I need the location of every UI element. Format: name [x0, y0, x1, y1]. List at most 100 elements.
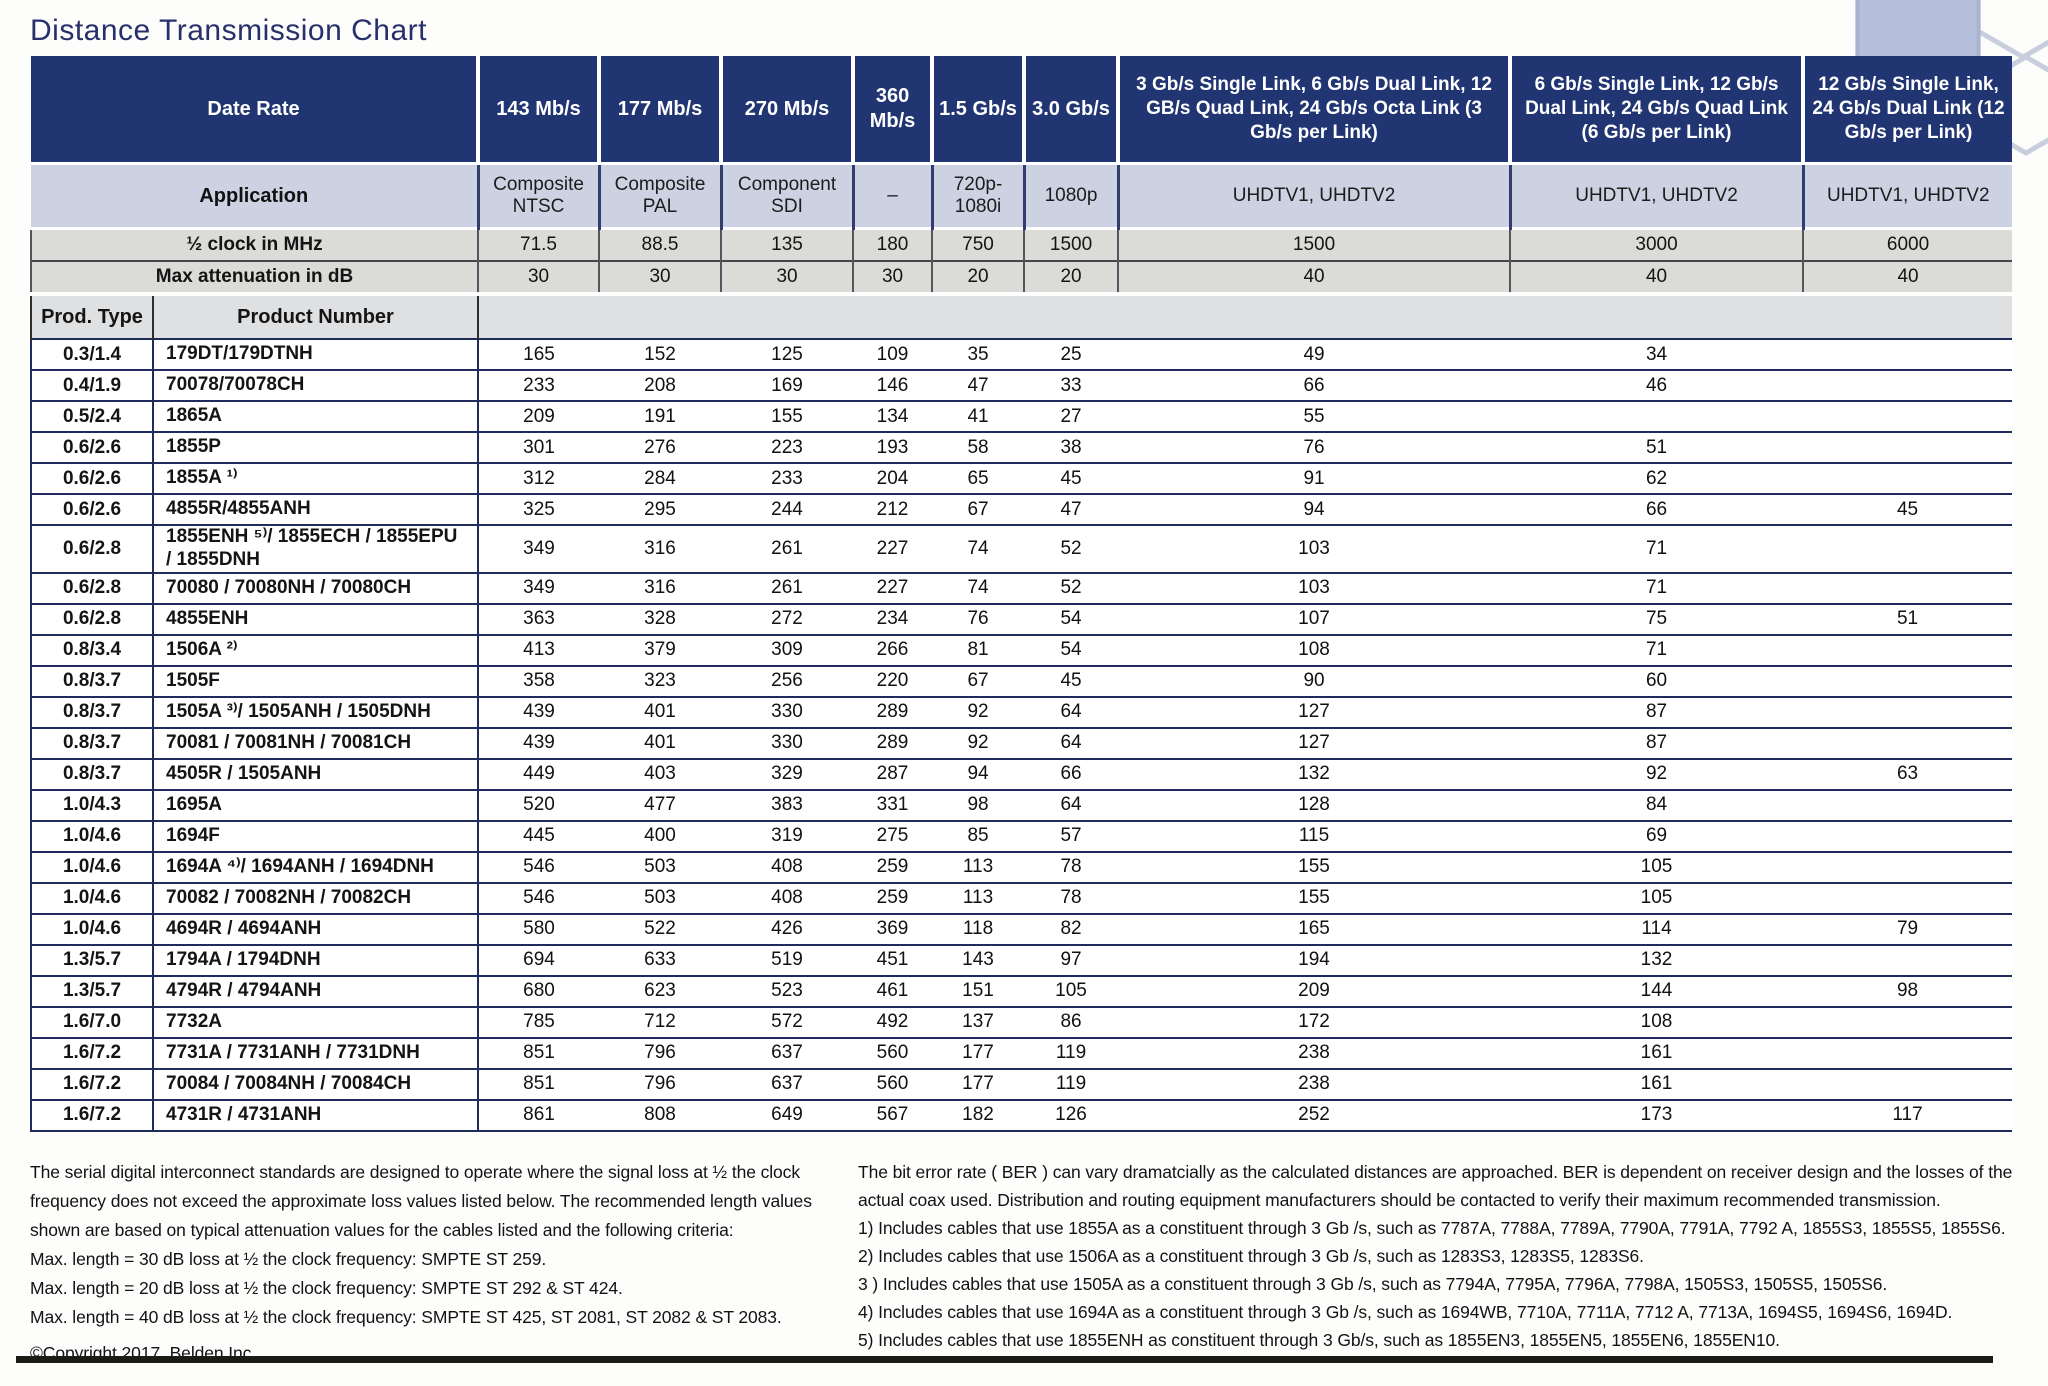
distance-value-cell: 86 — [1024, 1005, 1119, 1038]
footnote-line: 1) Includes cables that use 1855A as a c… — [858, 1218, 2006, 1238]
footnote-lines: 1) Includes cables that use 1855A as a c… — [858, 1214, 2038, 1354]
header-row-date-rate: Date Rate 143 Mb/s 177 Mb/s 270 Mb/s 360 Mb… — [31, 56, 2013, 164]
data-rate-header: 12 Gb/s Single Link, 24 Gb/s Dual Link (… — [1803, 56, 2013, 164]
prod-type-cell: 1.3/5.7 — [30, 974, 154, 1007]
table-row: 0.6/2.6 1855P 301 276 223 193 58 38 76 51 — [30, 431, 2013, 463]
table-row: 1.6/7.0 7732A 785 712 572 492 137 86 172 108 — [30, 1005, 2013, 1038]
prod-type-cell: 0.3/1.4 — [30, 338, 154, 370]
application-cell: 1080p — [1022, 162, 1119, 229]
distance-value-cell — [1803, 400, 2013, 432]
distance-value-cell: 649 — [721, 1098, 854, 1132]
distance-value-cell: 492 — [853, 1005, 933, 1038]
product-number-cell: 1865A — [153, 400, 480, 432]
distance-value-cell: 204 — [853, 462, 933, 494]
prod-type-cell: 0.8/3.4 — [30, 633, 154, 666]
table-row: 0.4/1.9 70078/70078CH 233 208 169 146 47 33 66 46 — [30, 369, 2013, 401]
distance-value-cell: 45 — [1803, 493, 2013, 525]
table-row: 1.0/4.6 1694A ⁴⁾/ 1694ANH / 1694DNH 546 503… — [30, 850, 2013, 883]
product-number-cell: 1794A / 1794DNH — [153, 943, 480, 976]
distance-value-cell: 194 — [1118, 943, 1511, 976]
distance-value-cell: 244 — [721, 493, 854, 525]
product-number-label: Product Number — [151, 292, 480, 339]
attenuation-db-cell: 20 — [1023, 260, 1119, 294]
table-row: 0.6/2.8 4855ENH 363 328 272 234 76 54 107 75 51 — [30, 602, 2013, 635]
distance-value-cell: 119 — [1024, 1036, 1119, 1069]
product-number-cell: 1505F — [153, 664, 480, 697]
attenuation-db-cell: 40 — [1509, 260, 1804, 294]
distance-value-cell: 623 — [599, 974, 722, 1007]
distance-value-cell: 408 — [721, 850, 854, 883]
distance-value-cell: 144 — [1510, 974, 1804, 1007]
table-row: 0.8/3.7 1505A ³⁾/ 1505ANH / 1505DNH 439 401… — [30, 695, 2013, 728]
distance-value-cell: 161 — [1510, 1036, 1804, 1069]
prod-type-cell: 1.0/4.6 — [30, 819, 154, 852]
distance-value-cell: 546 — [478, 881, 600, 914]
distance-value-cell: 851 — [478, 1036, 600, 1069]
distance-value-cell: 51 — [1510, 431, 1804, 463]
distance-value-cell: 64 — [1024, 726, 1119, 759]
distance-value-cell: 118 — [932, 912, 1025, 945]
product-number-cell: 1855P — [153, 431, 480, 463]
distance-value-cell: 680 — [478, 974, 600, 1007]
prod-type-cell: 1.0/4.6 — [30, 912, 154, 945]
distance-value-cell: 445 — [478, 819, 600, 852]
data-rate-header: 1.5 Gb/s — [932, 56, 1027, 164]
distance-value-cell: 169 — [721, 369, 854, 401]
date-rate-label: Date Rate — [31, 56, 481, 164]
distance-value-cell: 182 — [932, 1098, 1025, 1132]
table-row: 0.8/3.7 1505F 358 323 256 220 67 45 90 60 — [30, 664, 2013, 697]
footer-left-column: The serial digital interconnect standard… — [30, 1158, 845, 1368]
distance-value-cell — [1803, 524, 2013, 573]
table-row: 1.0/4.6 1694F 445 400 319 275 85 57 115 69 — [30, 819, 2013, 852]
clock-mhz-cell: 6000 — [1802, 227, 2013, 261]
clock-mhz-cell: 71.5 — [477, 227, 600, 261]
distance-value-cell: 79 — [1803, 912, 2013, 945]
product-number-cell: 1695A — [153, 788, 480, 821]
product-number-cell: 4855ENH — [153, 602, 480, 635]
distance-value-cell: 284 — [599, 462, 722, 494]
distance-value-cell: 126 — [1024, 1098, 1119, 1132]
distance-value-cell: 358 — [478, 664, 600, 697]
distance-value-cell: 401 — [599, 726, 722, 759]
distance-value-cell: 55 — [1118, 400, 1511, 432]
distance-value-cell: 165 — [478, 338, 600, 370]
distance-value-cell: 84 — [1510, 788, 1804, 821]
distance-value-cell: 113 — [932, 850, 1025, 883]
product-number-cell: 4794R / 4794ANH — [153, 974, 480, 1007]
distance-value-cell: 503 — [599, 881, 722, 914]
footer-right-column: The bit error rate ( BER ) can vary dram… — [858, 1158, 2038, 1354]
header-row-half-clock: ½ clock in MHz 71.5 88.5 135 180 750 1500 1500… — [29, 227, 2013, 261]
table-row: 0.6/2.8 70080 / 70080NH / 70080CH 349 316 26… — [30, 571, 2013, 604]
distance-value-cell: 107 — [1118, 602, 1511, 635]
distance-value-cell: 66 — [1118, 369, 1511, 401]
product-number-cell: 70084 / 70084NH / 70084CH — [153, 1067, 480, 1100]
distance-value-cell: 323 — [599, 664, 722, 697]
distance-value-cell: 477 — [599, 788, 722, 821]
footnote-line: 3 ) Includes cables that use 1505A as a … — [858, 1274, 1888, 1294]
distance-value-cell: 295 — [599, 493, 722, 525]
distance-value-cell: 92 — [932, 726, 1025, 759]
distance-value-cell: 114 — [1510, 912, 1804, 945]
distance-value-cell: 47 — [1024, 493, 1119, 525]
distance-value-cell: 97 — [1024, 943, 1119, 976]
distance-value-cell: 125 — [721, 338, 854, 370]
data-rate-header: 177 Mb/s — [599, 56, 724, 164]
prod-type-cell: 0.6/2.6 — [30, 493, 154, 525]
product-number-cell: 70080 / 70080NH / 70080CH — [153, 571, 480, 604]
prod-type-cell: 0.5/2.4 — [30, 400, 154, 432]
product-number-cell: 1694F — [153, 819, 480, 852]
distance-value-cell — [1803, 695, 2013, 728]
distance-value-cell: 92 — [1510, 757, 1804, 790]
distance-value-cell: 312 — [478, 462, 600, 494]
distance-value-cell: 155 — [721, 400, 854, 432]
distance-value-cell: 105 — [1024, 974, 1119, 1007]
product-number-cell: 1694A ⁴⁾/ 1694ANH / 1694DNH — [153, 850, 480, 883]
data-rate-header: 360 Mb/s — [853, 56, 935, 164]
distance-value-cell: 161 — [1510, 1067, 1804, 1100]
distance-value-cell: 71 — [1510, 524, 1804, 573]
clock-mhz-cell: 3000 — [1509, 227, 1804, 261]
prod-type-cell: 1.6/7.0 — [30, 1005, 154, 1038]
distance-value-cell — [1510, 400, 1804, 432]
distance-value-cell: 132 — [1510, 943, 1804, 976]
distance-value-cell: 712 — [599, 1005, 722, 1038]
